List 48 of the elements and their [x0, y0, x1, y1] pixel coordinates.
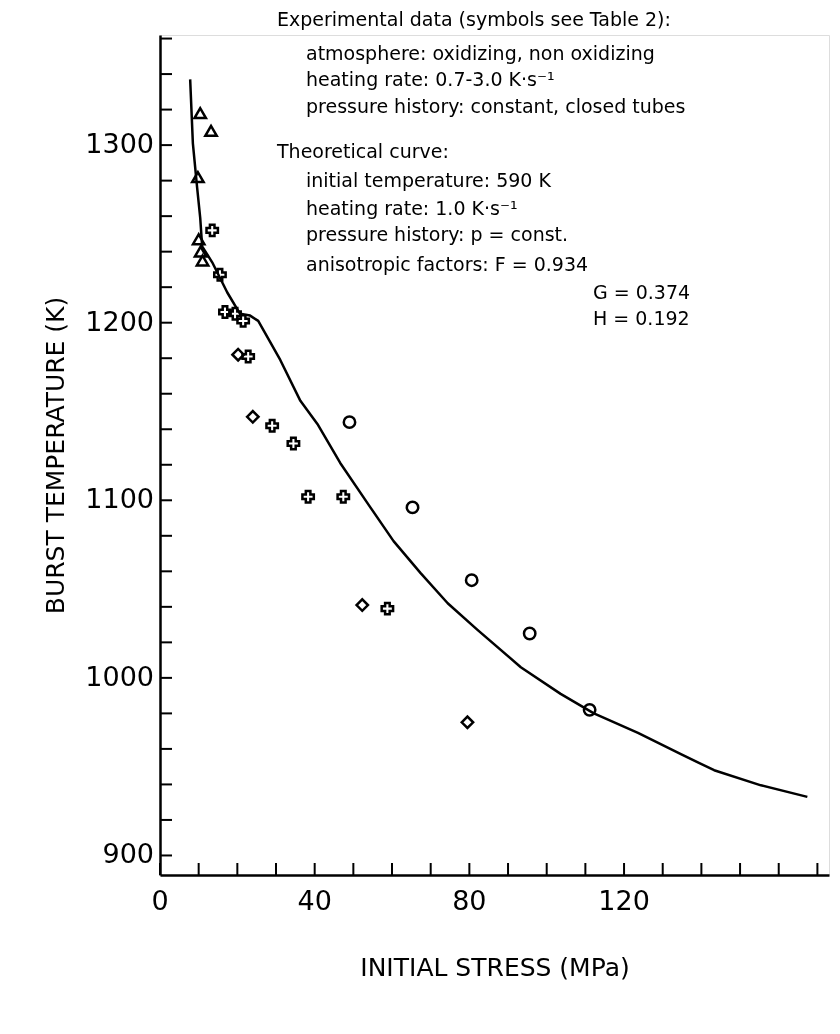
y-tick-label: 1200 — [85, 305, 154, 337]
point — [286, 436, 301, 451]
annotation: heating rate: 1.0 K·s⁻¹ — [306, 197, 518, 219]
text: Experimental data (symbols see Table 2): — [277, 8, 671, 30]
point — [193, 106, 208, 120]
y-tick-label: 1300 — [85, 128, 154, 160]
point — [336, 489, 351, 504]
annotation: heating rate: 0.7-3.0 K·s⁻¹ — [306, 68, 555, 90]
point — [582, 702, 597, 717]
point — [218, 305, 232, 319]
point — [464, 573, 479, 588]
point — [191, 233, 206, 246]
point — [205, 223, 220, 238]
annotation: Theoretical curve: — [276, 140, 449, 162]
point — [190, 170, 205, 184]
point — [265, 418, 280, 433]
annotation: atmosphere: oxidizing, non oxidizing — [306, 42, 655, 64]
point — [522, 626, 537, 641]
point — [342, 415, 357, 430]
point — [231, 347, 246, 362]
point — [204, 124, 218, 138]
y-tick-label: 1100 — [85, 483, 154, 515]
x-tick-label: 80 — [452, 885, 487, 916]
y-axis-title: BURST TEMPERATURE (K) — [40, 296, 70, 615]
annotation: anisotropic factors: F = 0.934 — [306, 253, 589, 275]
y-tick-label: 900 — [102, 838, 154, 870]
annotation: H = 0.192 — [593, 307, 690, 329]
point — [301, 489, 316, 504]
y-tick-label: 1000 — [85, 660, 154, 692]
point — [195, 254, 210, 267]
point — [193, 245, 208, 258]
point — [460, 715, 475, 730]
x-axis-title: INITIAL STRESS (MPa) — [360, 952, 630, 982]
point — [380, 601, 395, 616]
point — [212, 267, 227, 282]
annotation: initial temperature: 590 K — [306, 169, 552, 191]
point — [245, 409, 260, 424]
annotation: G = 0.374 — [593, 281, 691, 303]
x-tick-label: 0 — [151, 885, 169, 916]
point — [405, 500, 420, 515]
point — [228, 306, 242, 321]
x-tick-label: 120 — [598, 885, 650, 916]
annotation: pressure history: constant, closed tubes — [306, 95, 686, 117]
x-tick-label: 40 — [297, 885, 332, 916]
annotation: pressure history: p = const. — [306, 223, 569, 245]
point — [236, 313, 251, 328]
point — [241, 349, 256, 364]
point — [355, 598, 370, 613]
